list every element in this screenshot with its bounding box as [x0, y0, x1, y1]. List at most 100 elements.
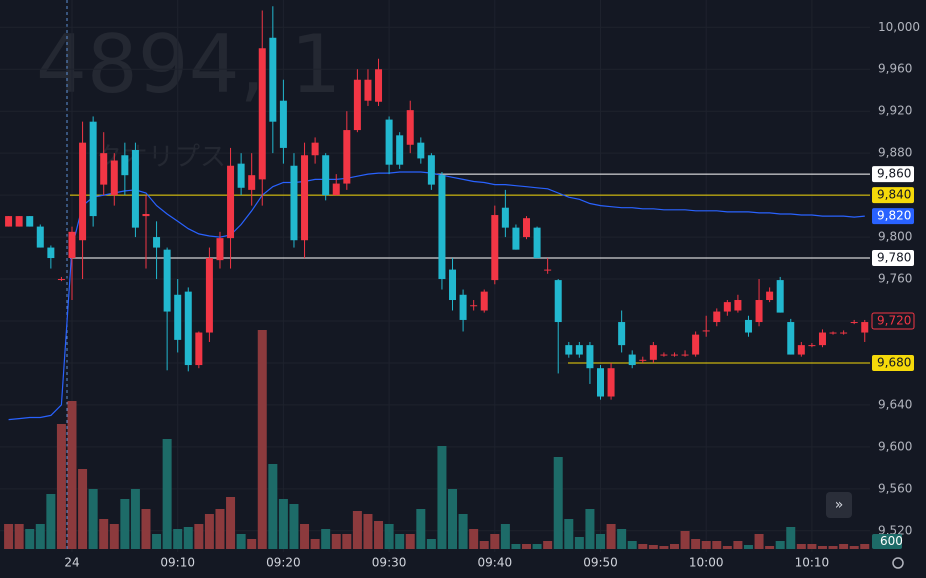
volume-label: 600: [880, 534, 903, 548]
volume-bar: [722, 546, 732, 549]
last-price-box: [871, 312, 915, 330]
candle-body: [406, 110, 414, 145]
volume-bar: [342, 534, 352, 549]
candle-body: [702, 330, 710, 332]
volume-bar: [109, 524, 119, 549]
volume-bar: [162, 439, 172, 549]
vwap-box: [872, 208, 914, 225]
y-tick-label: 9,600: [878, 439, 912, 453]
volume-bar: [25, 529, 35, 549]
volume-bar: [860, 544, 870, 549]
y-tick-label: 10,000: [878, 20, 920, 34]
y-tick-label: 9,640: [878, 397, 912, 411]
candle-body: [544, 269, 552, 271]
volume-bar: [701, 541, 711, 549]
candle-body: [575, 345, 583, 355]
candle-body: [364, 79, 372, 101]
volume-bar: [691, 539, 701, 549]
volume-bar: [56, 424, 66, 549]
volume-bar: [384, 524, 394, 549]
y-tick-label: 9,760: [878, 272, 912, 286]
volume-bar: [606, 524, 616, 549]
volume-bar: [416, 509, 426, 549]
candle-body: [79, 142, 87, 241]
candle-body: [744, 319, 752, 333]
scroll-button[interactable]: [826, 492, 852, 518]
x-tick-label: 24: [64, 556, 79, 570]
price-line-label: 9,680: [877, 355, 911, 369]
volume-bar: [775, 541, 785, 549]
candle-body: [470, 305, 478, 307]
volume-bar: [215, 509, 225, 549]
candle-body: [491, 215, 499, 281]
candle-body: [68, 231, 76, 259]
volume-bar: [543, 541, 553, 549]
settings-button[interactable]: [892, 557, 904, 569]
x-tick-label: 10:00: [689, 556, 724, 570]
candle-body: [501, 207, 509, 228]
volume-bar: [405, 534, 415, 549]
volume-bar: [152, 534, 162, 549]
price-line-label: 9,860: [877, 167, 911, 181]
volume-bar: [300, 524, 310, 549]
candle-body: [57, 279, 65, 281]
candle-body: [427, 155, 435, 185]
volume-bar: [310, 539, 320, 549]
price-line-label: 9,840: [877, 188, 911, 202]
volume-bar: [733, 541, 743, 549]
candle-body: [417, 142, 425, 159]
candle-body: [332, 183, 340, 196]
volume-bar: [448, 489, 458, 549]
candle-body: [840, 332, 848, 334]
candle-body: [174, 294, 182, 340]
volume-bar: [247, 539, 257, 549]
candle-body: [227, 165, 235, 239]
candle-body: [523, 218, 531, 238]
candle-body: [449, 269, 457, 301]
candle-body: [26, 216, 34, 227]
volume-bar: [194, 524, 204, 549]
candle-body: [586, 345, 594, 369]
volume-bar: [278, 499, 288, 549]
scroll-icon[interactable]: »: [835, 497, 844, 513]
volume-bar: [669, 544, 679, 549]
candle-body: [861, 322, 869, 333]
volume-bar: [648, 545, 658, 549]
volume-bar: [532, 544, 542, 549]
candle-body: [385, 119, 393, 165]
candle-body: [692, 334, 700, 355]
volume-bar: [268, 464, 278, 549]
volume-bar: [204, 514, 214, 549]
candle-body: [818, 332, 826, 346]
volume-bar: [289, 504, 299, 549]
volume-bar: [743, 545, 753, 549]
volume-bar: [511, 544, 521, 549]
volume-bar: [553, 457, 563, 549]
volume-bar: [352, 511, 362, 549]
volume-bar: [46, 494, 56, 549]
candle-body: [459, 294, 467, 320]
y-tick-label: 9,920: [878, 104, 912, 118]
volume-bar: [564, 519, 574, 549]
volume-bar: [479, 541, 489, 549]
volume-bar: [585, 509, 595, 549]
candle-body: [438, 175, 446, 280]
volume-bar: [35, 524, 45, 549]
x-tick-label: 09:20: [266, 556, 301, 570]
volume-bar: [321, 529, 331, 549]
volume-bar: [490, 534, 500, 549]
candle-body: [237, 163, 245, 188]
price-line-label: 9,780: [877, 251, 911, 265]
candle-body: [607, 368, 615, 397]
candle-body: [311, 142, 319, 156]
x-tick-label: 09:30: [372, 556, 407, 570]
volume-bar: [786, 527, 796, 549]
volume-bar: [500, 524, 510, 549]
volume-bar: [395, 534, 405, 549]
candle-body: [153, 237, 161, 248]
volume-bar: [807, 544, 817, 549]
volume-bar: [765, 546, 775, 549]
candle-body: [649, 345, 657, 360]
candle-body: [290, 165, 298, 241]
